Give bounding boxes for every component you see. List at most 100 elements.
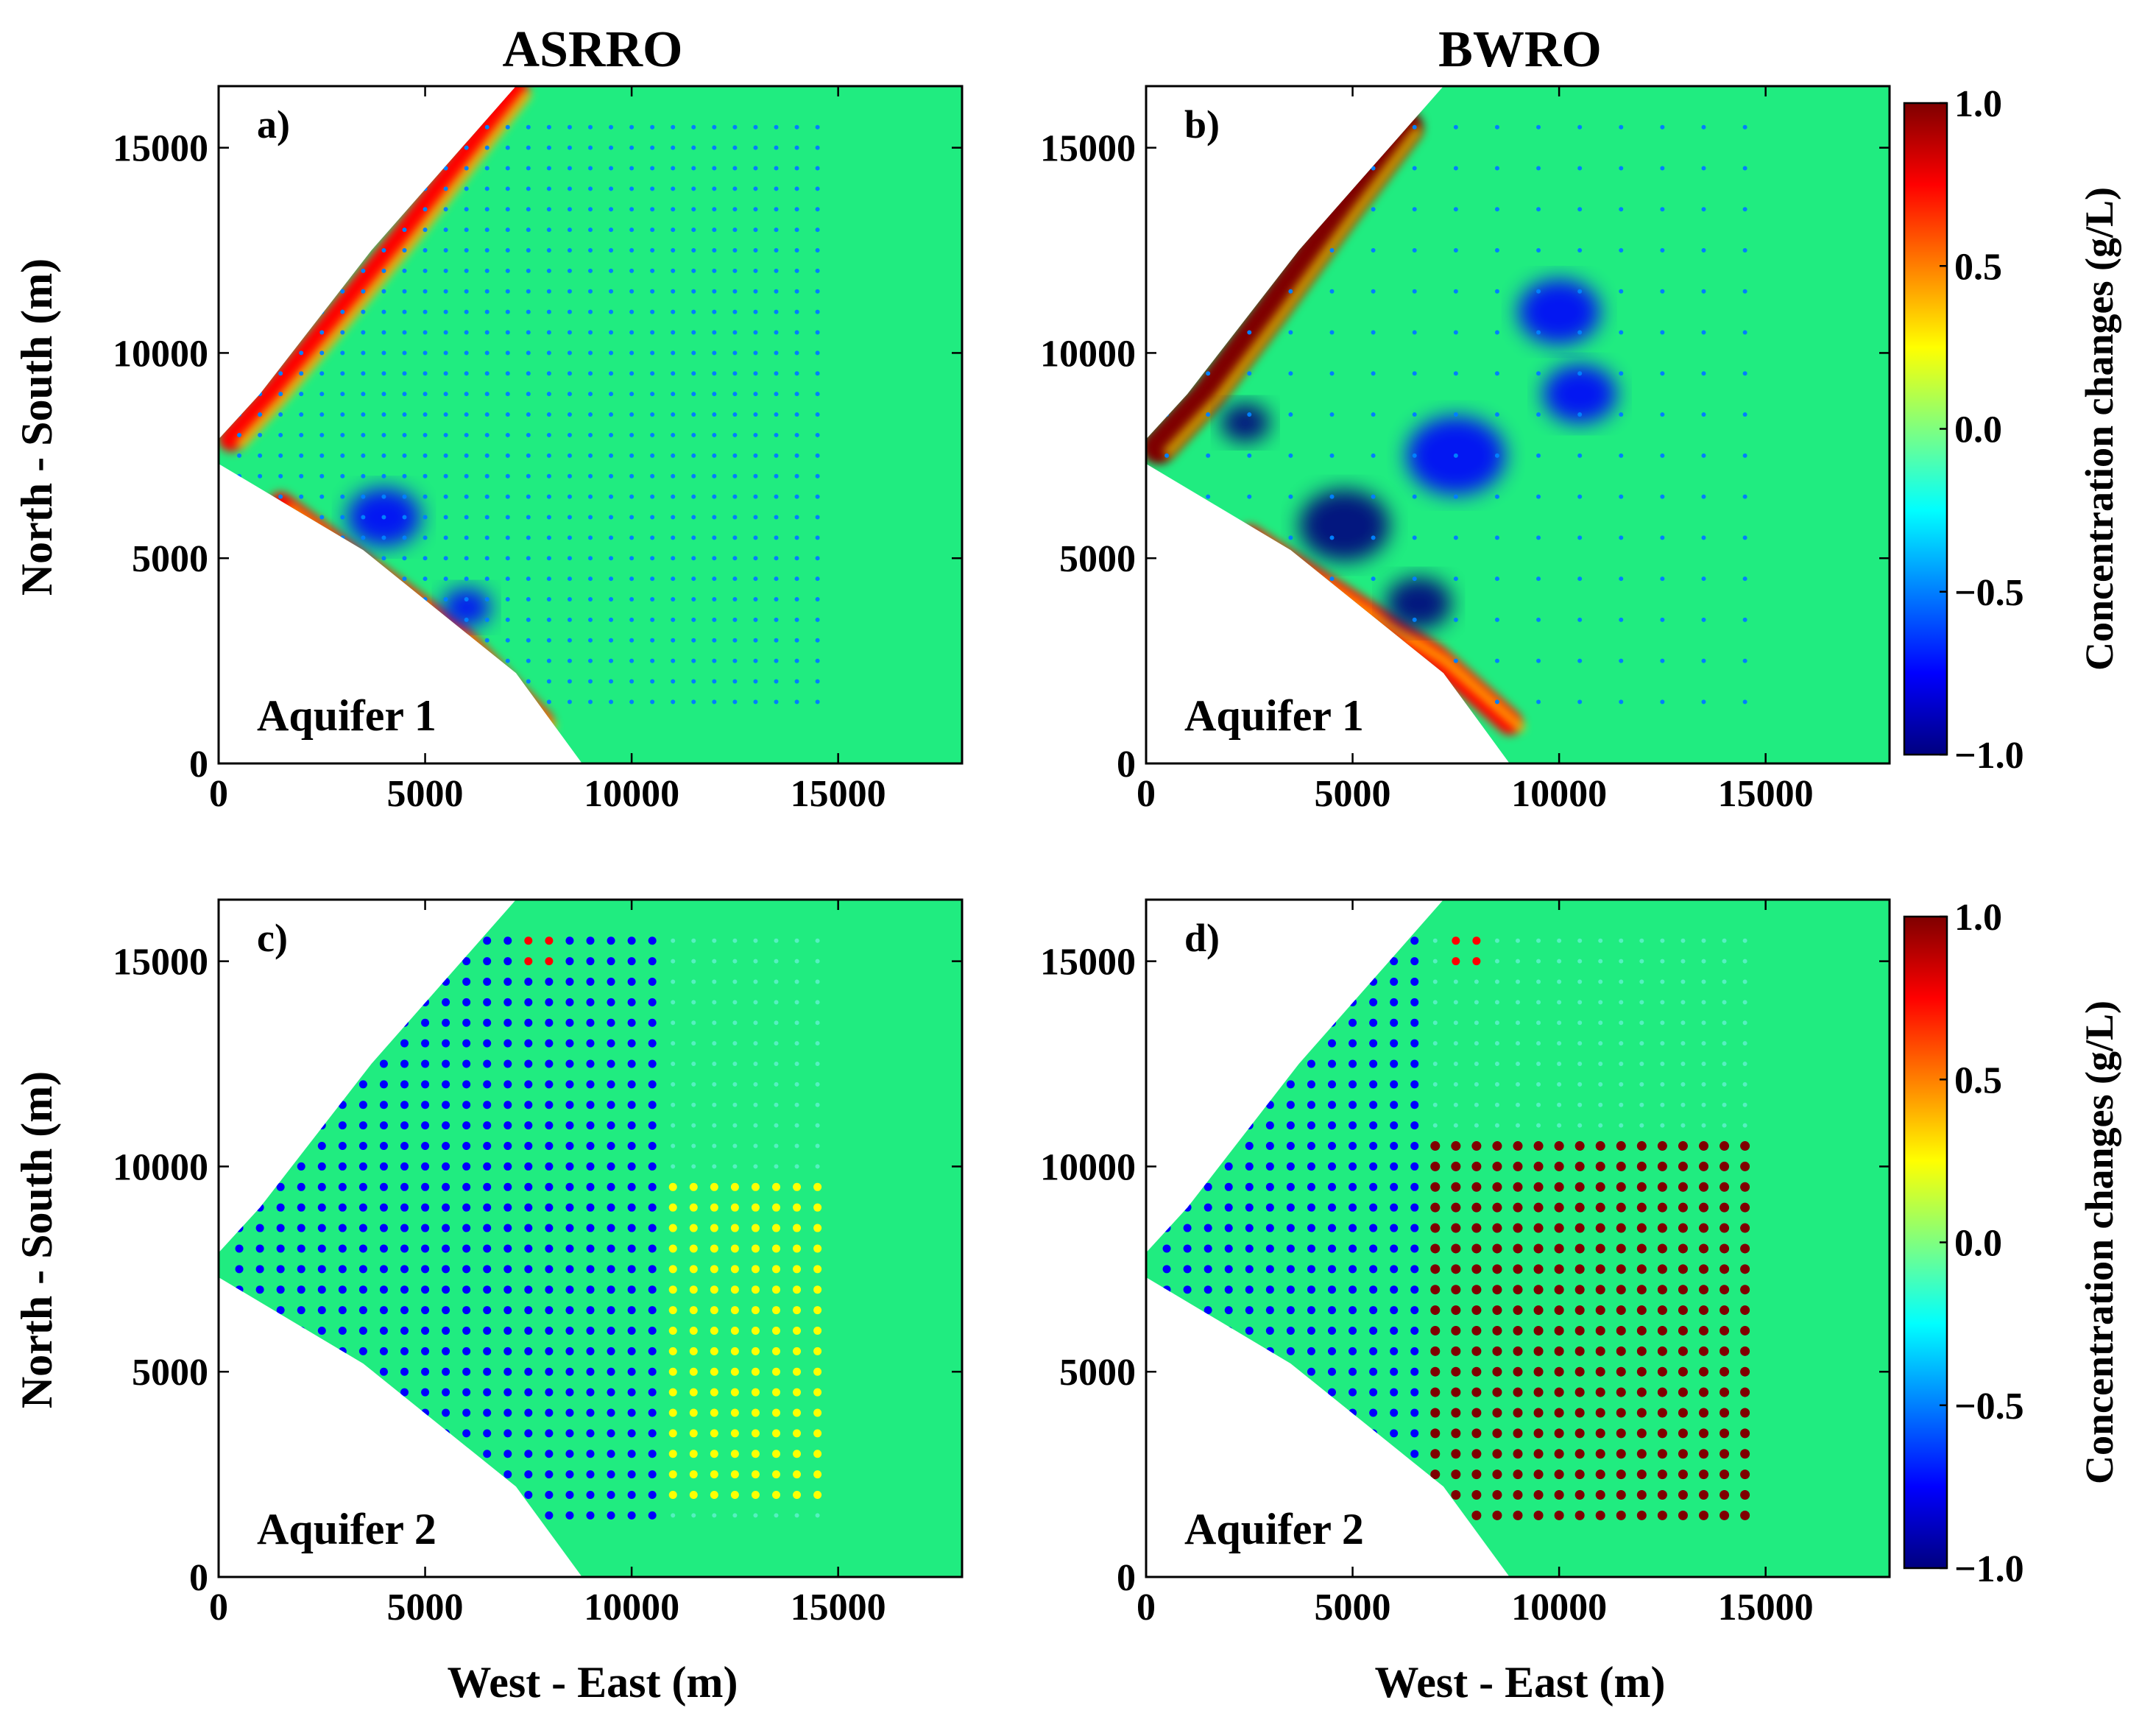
well-marker	[753, 1102, 758, 1107]
well-marker	[751, 1224, 760, 1232]
well-marker	[1371, 535, 1376, 540]
well-marker	[484, 432, 489, 437]
well-marker	[1410, 1450, 1419, 1458]
well-marker	[464, 432, 469, 437]
well-marker	[1349, 1347, 1357, 1355]
well-marker	[1533, 1469, 1544, 1480]
well-marker	[1224, 998, 1233, 1006]
well-marker	[278, 309, 283, 314]
well-marker	[483, 1429, 492, 1438]
well-marker	[258, 494, 263, 499]
well-marker	[235, 1347, 244, 1355]
well-marker	[546, 268, 551, 273]
well-marker	[1204, 1450, 1212, 1458]
well-marker	[526, 412, 531, 417]
well-marker	[794, 1102, 799, 1107]
y-tick-label: 15000	[113, 942, 208, 984]
well-marker	[443, 248, 448, 253]
well-marker	[794, 207, 799, 212]
well-marker	[691, 1102, 696, 1107]
well-marker	[1307, 1182, 1315, 1191]
well-marker	[1657, 1366, 1667, 1377]
well-marker	[1536, 576, 1541, 582]
well-marker	[712, 392, 717, 397]
well-marker	[278, 392, 283, 397]
well-marker	[712, 145, 717, 150]
well-marker	[1183, 1429, 1192, 1438]
well-marker	[1247, 617, 1252, 622]
well-marker	[1224, 1059, 1233, 1068]
well-marker	[567, 535, 572, 540]
well-marker	[545, 1347, 554, 1355]
well-marker	[1247, 207, 1252, 212]
well-marker	[629, 248, 635, 253]
well-marker	[338, 1121, 347, 1130]
well-marker	[1536, 959, 1541, 964]
well-marker	[1742, 576, 1747, 582]
well-marker	[545, 1203, 554, 1212]
well-marker	[794, 1081, 799, 1087]
well-marker	[794, 453, 799, 458]
feature-band-edge-0	[1163, 126, 1422, 457]
well-marker	[1598, 1081, 1603, 1087]
well-marker	[794, 617, 799, 622]
well-marker	[235, 1203, 244, 1212]
well-marker	[732, 679, 738, 684]
well-marker	[421, 1142, 430, 1151]
well-marker	[1598, 1062, 1603, 1067]
well-marker	[546, 227, 551, 233]
well-marker	[732, 596, 738, 601]
well-marker	[567, 166, 572, 171]
well-marker	[794, 166, 799, 171]
well-marker	[402, 207, 407, 212]
well-marker	[464, 679, 469, 684]
well-marker	[588, 186, 593, 191]
well-marker	[1742, 248, 1747, 253]
well-marker	[1554, 1449, 1564, 1459]
colorbar-tick-label: 1.0	[1954, 83, 2002, 125]
well-marker	[712, 979, 717, 984]
well-marker	[484, 412, 489, 417]
well-marker	[361, 207, 366, 212]
well-marker	[691, 473, 696, 479]
well-marker	[400, 978, 409, 987]
well-marker	[1245, 1080, 1254, 1089]
well-marker	[421, 936, 430, 945]
well-marker	[278, 556, 283, 561]
well-marker	[358, 1429, 367, 1438]
well-marker	[1204, 1101, 1212, 1109]
well-marker	[1430, 1510, 1441, 1520]
well-marker	[588, 268, 593, 273]
well-marker	[1329, 371, 1335, 376]
well-marker	[1307, 1347, 1315, 1355]
well-marker	[1369, 1059, 1378, 1068]
well-marker	[484, 330, 489, 335]
well-marker	[503, 1101, 512, 1109]
well-marker	[299, 309, 304, 314]
well-marker	[1494, 576, 1499, 582]
well-marker	[1329, 248, 1335, 253]
well-marker	[1247, 535, 1252, 540]
well-marker	[524, 1244, 533, 1253]
well-marker	[1245, 1347, 1254, 1355]
well-marker	[793, 1265, 802, 1274]
well-marker	[586, 1101, 595, 1109]
well-marker	[1740, 1489, 1750, 1500]
well-marker	[1595, 1428, 1605, 1439]
well-marker	[379, 1039, 388, 1048]
well-marker	[442, 1388, 450, 1397]
well-marker	[712, 556, 717, 561]
well-marker	[1657, 1161, 1667, 1171]
well-marker	[319, 124, 325, 130]
well-marker	[1636, 1305, 1647, 1316]
column-title-asrro: ASRRO	[502, 21, 682, 78]
well-marker	[503, 1450, 512, 1458]
well-marker	[1286, 1142, 1295, 1151]
well-marker	[524, 1265, 533, 1274]
well-marker	[1577, 938, 1583, 943]
well-marker	[772, 1182, 780, 1191]
well-marker	[753, 938, 758, 943]
well-marker	[462, 1265, 471, 1274]
well-marker	[1245, 1203, 1254, 1212]
well-marker	[565, 1326, 574, 1335]
